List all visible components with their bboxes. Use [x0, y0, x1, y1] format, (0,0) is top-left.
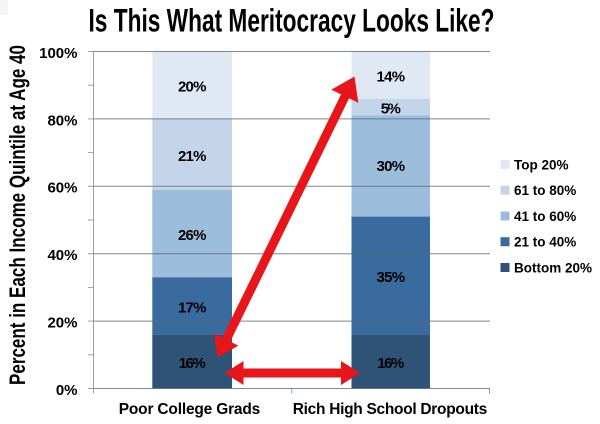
svg-text:21%: 21% — [178, 148, 207, 165]
svg-text:21 to 40%: 21 to 40% — [514, 235, 576, 250]
svg-text:16%: 16% — [179, 355, 206, 372]
svg-text:5%: 5% — [381, 101, 401, 118]
svg-text:Bottom 20%: Bottom 20% — [514, 260, 592, 275]
svg-text:35%: 35% — [377, 269, 406, 286]
svg-text:20%: 20% — [47, 315, 77, 332]
svg-text:41 to 60%: 41 to 60% — [514, 209, 576, 224]
svg-text:14%: 14% — [377, 69, 406, 86]
svg-text:Percent in Each Income Quintil: Percent in Each Income Quintile at Age 4… — [5, 45, 30, 385]
svg-text:0%: 0% — [56, 382, 78, 399]
svg-text:20%: 20% — [178, 79, 207, 96]
svg-text:40%: 40% — [47, 247, 77, 264]
svg-text:17%: 17% — [178, 299, 207, 316]
svg-text:61 to 80%: 61 to 80% — [514, 183, 576, 198]
svg-text:26%: 26% — [178, 227, 207, 244]
svg-text:16%: 16% — [377, 355, 404, 372]
svg-text:Top 20%: Top 20% — [514, 157, 569, 172]
svg-text:80%: 80% — [47, 112, 77, 129]
svg-text:60%: 60% — [47, 180, 77, 197]
svg-text:Poor College Grads: Poor College Grads — [119, 401, 261, 418]
svg-text:30%: 30% — [377, 158, 406, 175]
svg-text:Is This What Meritocracy Looks: Is This What Meritocracy Looks Like? — [89, 2, 495, 38]
svg-text:100%: 100% — [39, 45, 77, 62]
svg-text:Rich High School Dropouts: Rich High School Dropouts — [293, 401, 488, 418]
